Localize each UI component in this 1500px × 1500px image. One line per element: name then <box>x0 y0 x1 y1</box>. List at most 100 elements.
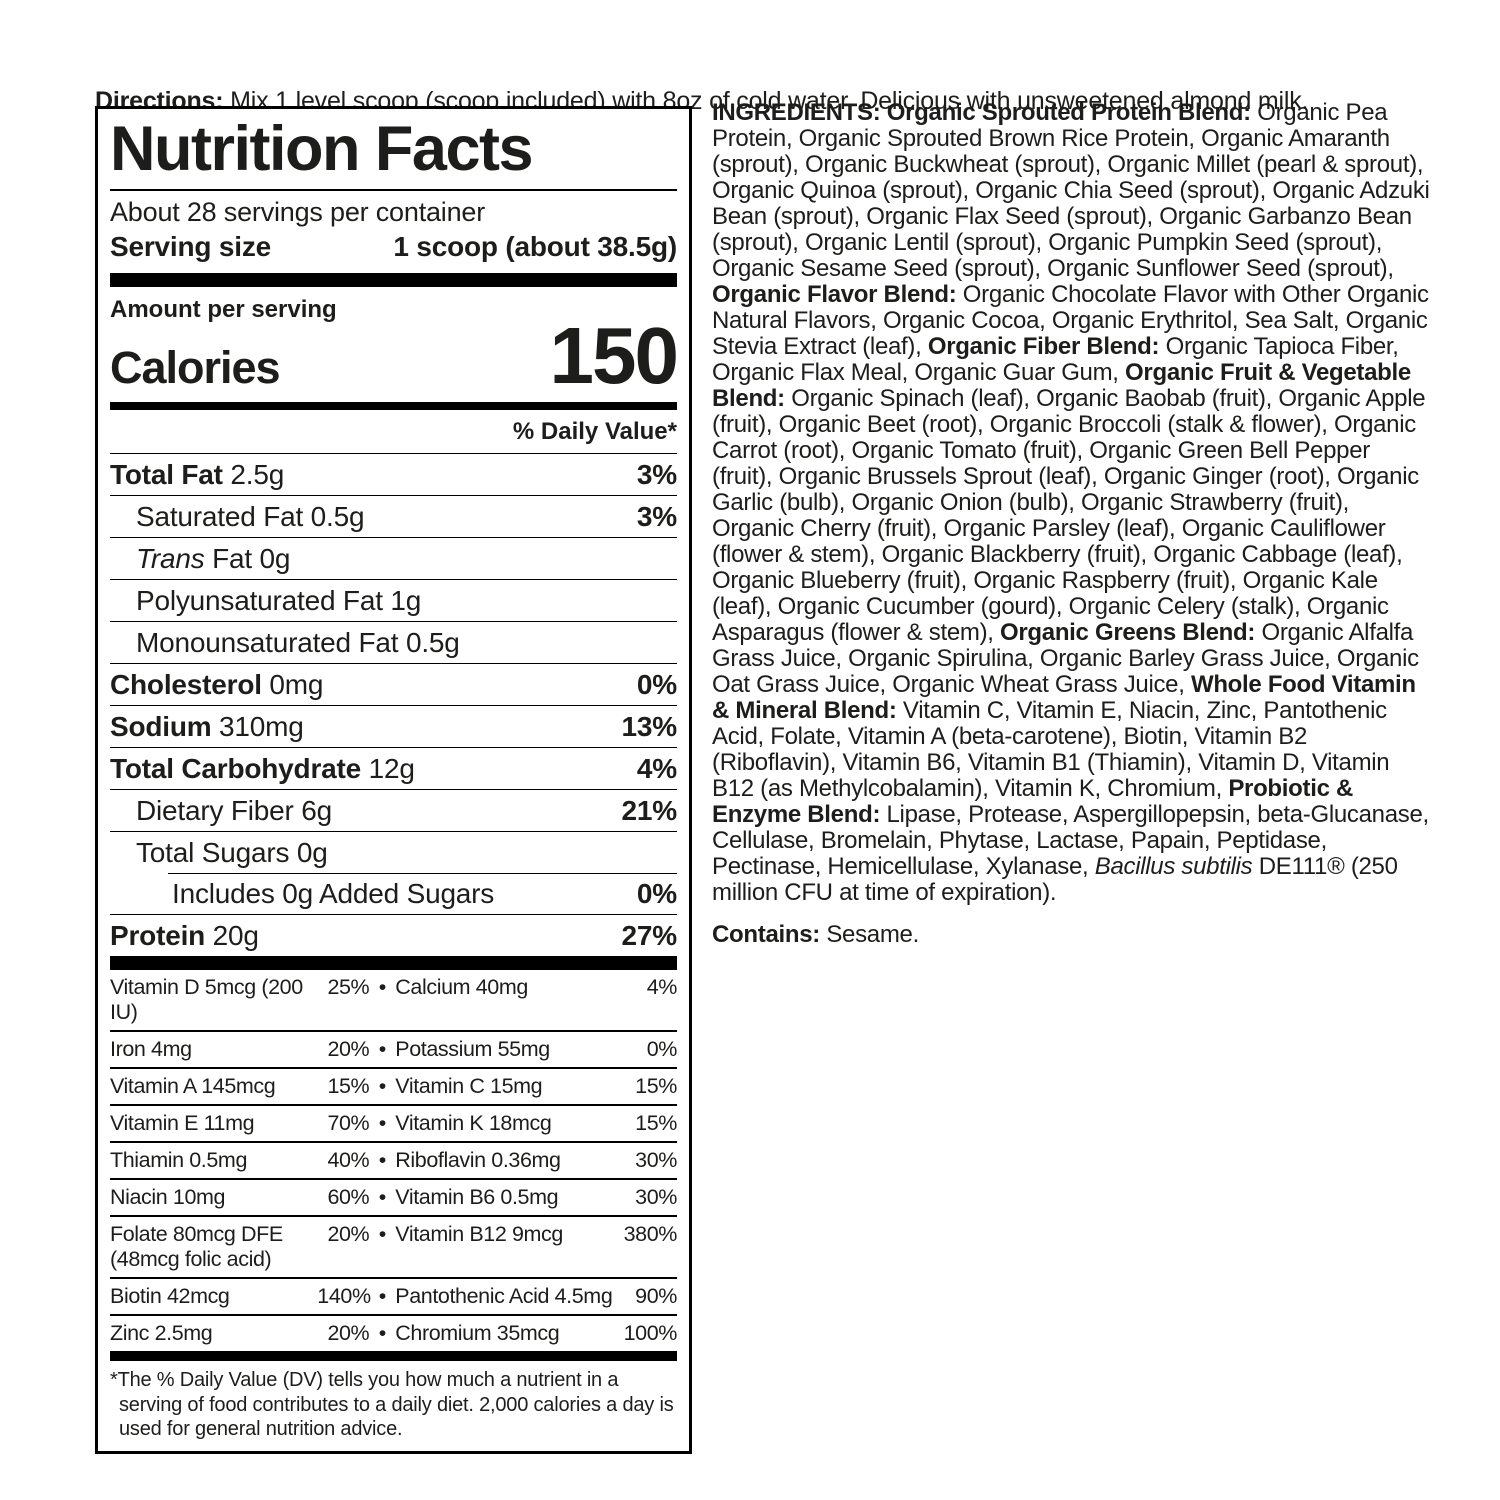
nutrient-name: Total Fat 2.5g <box>110 458 285 490</box>
ingredients-section: INGREDIENTS: Organic Sprouted Protein Bl… <box>712 100 1434 948</box>
thick-divider <box>110 1351 677 1362</box>
micronutrient-left-percent: 70% <box>327 1111 370 1136</box>
micronutrient-right-name: Pantothenic Acid 4.5mg <box>395 1284 613 1309</box>
nutrient-name: Trans Fat 0g <box>136 542 291 574</box>
bullet-separator: • <box>378 1222 387 1247</box>
bullet-separator: • <box>378 1111 387 1136</box>
nutrient-row: Monounsaturated Fat 0.5g <box>110 621 677 663</box>
nutrient-daily-value: 0% <box>636 877 677 909</box>
calories-value: 150 <box>549 311 679 401</box>
serving-size-value: 1 scoop (about 38.5g) <box>393 231 677 263</box>
bullet-separator: • <box>378 1148 387 1173</box>
calories-label: Calories <box>110 342 281 394</box>
nutrient-name: Dietary Fiber 6g <box>136 794 332 826</box>
nutrient-daily-value: 0% <box>636 668 677 700</box>
daily-value-footnote: *The % Daily Value (DV) tells you how mu… <box>110 1369 674 1441</box>
nutrient-name: Total Sugars 0g <box>136 836 328 868</box>
servings-per-container: About 28 servings per container <box>110 197 486 228</box>
micronutrient-right-percent: 100% <box>623 1321 678 1346</box>
nutrient-row: Total Sugars 0g <box>110 831 677 873</box>
micronutrient-right-name: Riboflavin 0.36mg <box>395 1148 561 1173</box>
nutrient-daily-value: 3% <box>636 500 677 532</box>
nutrient-row: Cholesterol 0mg 0% <box>110 663 677 705</box>
micronutrient-right-percent: 0% <box>646 1037 678 1062</box>
micronutrient-right-name: Vitamin B6 0.5mg <box>395 1185 559 1210</box>
micronutrient-row: Niacin 10mg 60% • Vitamin B6 0.5mg 30% <box>110 1178 677 1215</box>
micronutrient-left-percent: 25% <box>327 975 370 1000</box>
nutrient-row: Dietary Fiber 6g 21% <box>110 789 677 831</box>
nutrient-name: Cholesterol 0mg <box>110 668 324 700</box>
nutrient-row: Trans Fat 0g <box>110 537 677 579</box>
bullet-separator: • <box>378 1185 387 1210</box>
bullet-separator: • <box>378 1074 387 1099</box>
micronutrient-right-name: Chromium 35mcg <box>395 1321 560 1346</box>
micronutrient-left-percent: 20% <box>327 1222 370 1247</box>
nutrient-rows: Total Fat 2.5g 3% Saturated Fat 0.5g 3% … <box>110 454 677 956</box>
micronutrient-row: Zinc 2.5mg 20% • Chromium 35mcg 100% <box>110 1314 677 1351</box>
micronutrient-right-name: Calcium 40mg <box>395 975 528 1000</box>
micronutrient-right-percent: 380% <box>623 1222 678 1247</box>
micronutrient-left-name: Biotin 42mcg <box>110 1284 230 1309</box>
micronutrient-right-percent: 30% <box>635 1148 677 1173</box>
ingredients-paragraph: INGREDIENTS: Organic Sprouted Protein Bl… <box>712 99 1430 906</box>
micronutrient-left-name: Vitamin D 5mcg (200 IU) <box>110 975 303 1025</box>
nutrient-row: Includes 0g Added Sugars 0% <box>110 872 677 914</box>
nutrient-name: Polyunsaturated Fat 1g <box>136 584 422 616</box>
daily-value-header: % Daily Value* <box>110 410 677 455</box>
medium-divider <box>110 402 677 411</box>
nutrient-daily-value: 27% <box>621 919 678 951</box>
nutrient-daily-value: 13% <box>621 710 678 742</box>
nutrient-row: Sodium 310mg 13% <box>110 705 677 747</box>
micronutrient-left-name: Vitamin A 145mcg <box>110 1074 276 1099</box>
micronutrient-row: Iron 4mg 20% • Potassium 55mg 0% <box>110 1030 677 1067</box>
micronutrient-right-name: Vitamin C 15mg <box>395 1074 543 1099</box>
nutrient-daily-value: 21% <box>621 794 678 826</box>
micronutrient-left-percent: 140% <box>317 1284 371 1309</box>
micronutrient-left-percent: 60% <box>327 1185 370 1210</box>
nutrient-name: Includes 0g Added Sugars <box>172 877 495 909</box>
nutrient-name: Sodium 310mg <box>110 710 304 742</box>
micronutrient-right-name: Vitamin B12 9mcg <box>395 1222 563 1247</box>
bullet-separator: • <box>378 1321 387 1346</box>
micronutrient-left-name: Niacin 10mg <box>110 1185 226 1210</box>
micronutrient-left-name: Thiamin 0.5mg <box>110 1148 247 1173</box>
micronutrient-table: Vitamin D 5mcg (200 IU) 25% • Calcium 40… <box>110 970 677 1351</box>
thick-divider <box>110 956 677 971</box>
micronutrient-left-percent: 20% <box>327 1037 370 1062</box>
contains-label: Contains: <box>712 921 820 948</box>
micronutrient-left-name: Zinc 2.5mg <box>110 1321 213 1346</box>
contains-statement: Contains: Sesame. <box>712 922 1434 948</box>
nutrient-name: Saturated Fat 0.5g <box>136 500 365 532</box>
micronutrient-right-percent: 90% <box>635 1284 677 1309</box>
amount-per-serving-label: Amount per serving <box>110 296 337 324</box>
micronutrient-row: Biotin 42mcg 140% • Pantothenic Acid 4.5… <box>110 1277 677 1314</box>
nutrient-name: Total Carbohydrate 12g <box>110 752 415 784</box>
micronutrient-right-name: Potassium 55mg <box>395 1037 550 1062</box>
micronutrient-left-name: Iron 4mg <box>110 1037 192 1062</box>
micronutrient-row: Folate 80mcg DFE (48mcg folic acid) 20% •… <box>110 1215 677 1277</box>
bullet-separator: • <box>378 1037 387 1062</box>
micronutrient-right-name: Vitamin K 18mcg <box>395 1111 552 1136</box>
micronutrient-row: Vitamin D 5mcg (200 IU) 25% • Calcium 40… <box>110 970 677 1030</box>
nutrient-row: Saturated Fat 0.5g 3% <box>110 495 677 537</box>
nutrient-daily-value: 3% <box>636 458 677 490</box>
micronutrient-left-name: Folate 80mcg DFE (48mcg folic acid) <box>110 1222 283 1272</box>
title-divider <box>110 189 677 192</box>
nutrient-row: Total Carbohydrate 12g 4% <box>110 747 677 789</box>
serving-size-row: Serving size 1 scoop (about 38.5g) <box>110 228 677 273</box>
micronutrient-right-percent: 15% <box>635 1074 677 1099</box>
micronutrient-left-percent: 20% <box>327 1321 370 1346</box>
nutrient-daily-value: 4% <box>636 752 677 784</box>
calories-row: Calories 150 <box>110 311 679 402</box>
micronutrient-right-percent: 30% <box>635 1185 677 1210</box>
thick-divider <box>110 273 677 288</box>
nutrition-facts-title: Nutrition Facts <box>110 114 534 184</box>
micronutrient-row: Thiamin 0.5mg 40% • Riboflavin 0.36mg 30… <box>110 1141 677 1178</box>
nutrient-row: Polyunsaturated Fat 1g <box>110 579 677 621</box>
micronutrient-right-percent: 15% <box>635 1111 677 1136</box>
bullet-separator: • <box>378 1284 387 1309</box>
nutrition-facts-panel: Nutrition Facts About 28 servings per co… <box>95 106 692 1455</box>
micronutrient-row: Vitamin A 145mcg 15% • Vitamin C 15mg 15… <box>110 1067 677 1104</box>
nutrient-name: Protein 20g <box>110 919 259 951</box>
